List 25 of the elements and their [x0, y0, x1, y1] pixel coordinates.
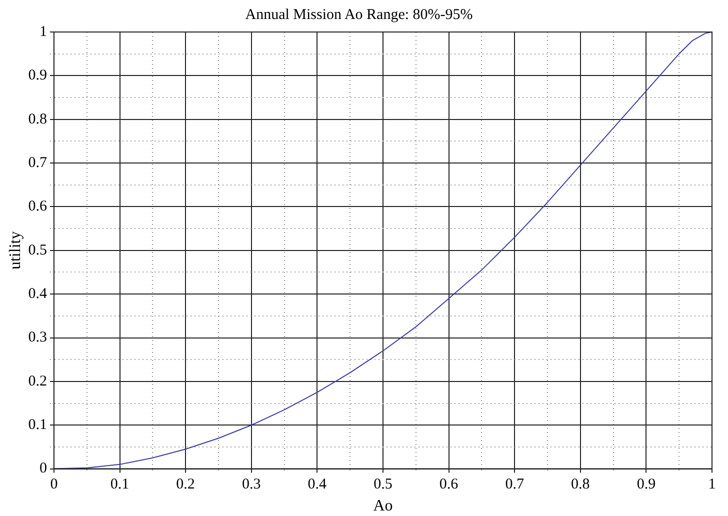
x-tick-label: 0.5 [374, 476, 392, 493]
y-tick-label: 0.8 [28, 111, 47, 128]
chart-title: Annual Mission Ao Range: 80%-95% [245, 6, 473, 23]
x-tick-label: 0.6 [439, 476, 459, 493]
x-tick-label: 0.1 [110, 476, 130, 493]
y-tick-label: 0.2 [28, 373, 47, 390]
y-tick-label: 0 [39, 460, 47, 477]
y-tick-label: 1 [39, 24, 47, 40]
y-tick-label: 0.6 [28, 198, 48, 215]
y-tick-label: 0.5 [28, 242, 47, 258]
y-axis-title: utility [6, 231, 24, 270]
x-tick-label: 0.7 [505, 476, 524, 493]
y-tick-label: 0.4 [28, 286, 48, 302]
y-tick-label: 0.1 [28, 417, 47, 434]
x-tick-label: 0.8 [571, 476, 590, 493]
y-tick-label: 0.3 [28, 330, 47, 346]
x-tick-label: 0.4 [308, 476, 328, 493]
x-tick-label: 0 [50, 476, 58, 493]
x-tick-label: 0.2 [176, 476, 195, 493]
x-tick-label: 0.9 [636, 476, 656, 493]
y-tick-label: 0.9 [28, 68, 47, 84]
x-tick-label: 0.3 [242, 476, 261, 493]
x-axis-title: Ao [373, 498, 393, 515]
y-tick-label: 0.7 [28, 154, 48, 171]
x-tick-label: 1 [708, 476, 716, 493]
